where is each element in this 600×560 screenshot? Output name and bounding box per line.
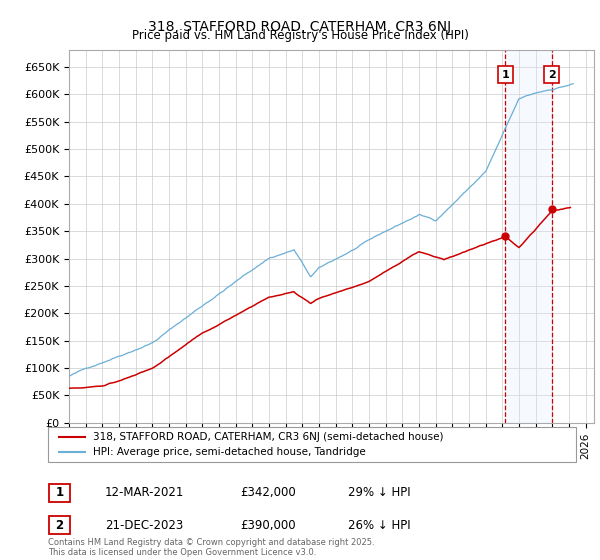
Text: £342,000: £342,000 [240, 486, 296, 500]
Text: 2: 2 [548, 69, 556, 80]
FancyBboxPatch shape [48, 427, 576, 462]
Text: £390,000: £390,000 [240, 519, 296, 532]
Text: 1: 1 [55, 486, 64, 500]
Text: Contains HM Land Registry data © Crown copyright and database right 2025.
This d: Contains HM Land Registry data © Crown c… [48, 538, 374, 557]
Text: HPI: Average price, semi-detached house, Tandridge: HPI: Average price, semi-detached house,… [93, 447, 365, 458]
Text: 2: 2 [55, 519, 64, 532]
FancyBboxPatch shape [49, 484, 70, 502]
Bar [505, 50, 552, 423]
Text: 26% ↓ HPI: 26% ↓ HPI [348, 519, 410, 532]
Text: 318, STAFFORD ROAD, CATERHAM, CR3 6NJ (semi-detached house): 318, STAFFORD ROAD, CATERHAM, CR3 6NJ (s… [93, 432, 443, 442]
Text: Price paid vs. HM Land Registry's House Price Index (HPI): Price paid vs. HM Land Registry's House … [131, 29, 469, 42]
Text: 1: 1 [502, 69, 509, 80]
Text: 21-DEC-2023: 21-DEC-2023 [105, 519, 183, 532]
Text: 12-MAR-2021: 12-MAR-2021 [105, 486, 184, 500]
Text: 29% ↓ HPI: 29% ↓ HPI [348, 486, 410, 500]
FancyBboxPatch shape [49, 516, 70, 534]
Text: 318, STAFFORD ROAD, CATERHAM, CR3 6NJ: 318, STAFFORD ROAD, CATERHAM, CR3 6NJ [148, 20, 452, 34]
